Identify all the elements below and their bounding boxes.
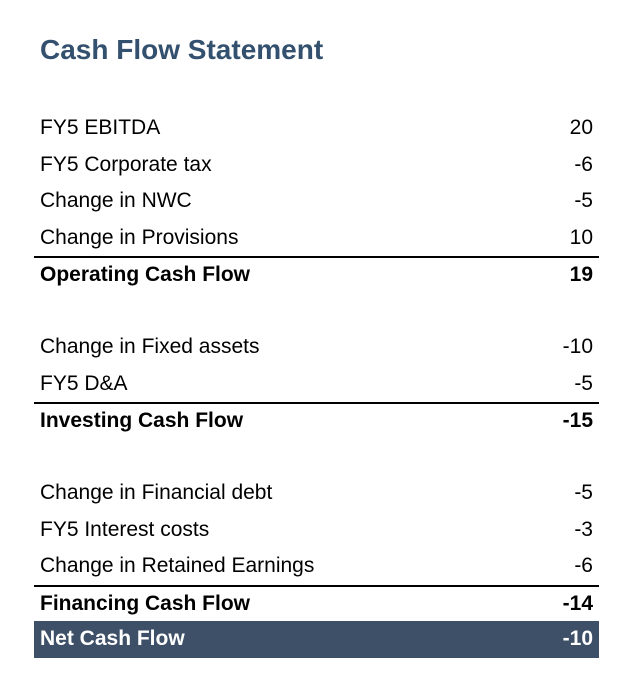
- line-item-value: -6: [574, 152, 593, 176]
- financing-cash-flow-total: Financing Cash Flow -14: [34, 584, 599, 622]
- line-item-label: Change in NWC: [40, 189, 192, 213]
- total-label: Investing Cash Flow: [40, 409, 244, 433]
- line-item: Change in Fixed assets -10: [34, 329, 599, 366]
- line-item-label: Change in Fixed assets: [40, 335, 260, 359]
- line-item-label: FY5 EBITDA: [40, 116, 161, 140]
- line-item-value: -10: [562, 335, 593, 359]
- line-item-label: Change in Provisions: [40, 225, 239, 249]
- net-cash-flow-row: Net Cash Flow -10: [34, 621, 599, 658]
- section-spacer: [34, 293, 599, 330]
- line-item-value: 10: [569, 225, 593, 249]
- line-item: FY5 EBITDA 20: [34, 110, 599, 147]
- total-value: 19: [569, 263, 593, 287]
- line-item-label: Change in Financial debt: [40, 481, 273, 505]
- total-value: -14: [562, 591, 593, 615]
- line-item: FY5 Corporate tax -6: [34, 147, 599, 184]
- line-item: Change in NWC -5: [34, 183, 599, 220]
- net-cash-flow-value: -10: [562, 627, 593, 651]
- line-item-value: -3: [574, 517, 593, 541]
- line-item-label: FY5 Interest costs: [40, 517, 210, 541]
- line-item-value: -5: [574, 189, 593, 213]
- page-title: Cash Flow Statement: [40, 34, 324, 65]
- investing-cash-flow-total: Investing Cash Flow -15: [34, 402, 599, 439]
- section-spacer: [34, 439, 599, 476]
- cash-flow-table: FY5 EBITDA 20 FY5 Corporate tax -6 Chang…: [34, 110, 599, 658]
- line-item: Change in Financial debt -5: [34, 475, 599, 512]
- line-item-value: 20: [569, 116, 593, 140]
- net-cash-flow-label: Net Cash Flow: [40, 627, 185, 651]
- line-item-label: FY5 Corporate tax: [40, 152, 212, 176]
- line-item-value: -6: [574, 554, 593, 578]
- line-item: Change in Retained Earnings -6: [34, 548, 599, 585]
- line-item: FY5 Interest costs -3: [34, 512, 599, 549]
- line-item: FY5 D&A -5: [34, 366, 599, 403]
- line-item-value: -5: [574, 481, 593, 505]
- total-label: Financing Cash Flow: [40, 591, 251, 615]
- total-value: -15: [562, 409, 593, 433]
- line-item-label: Change in Retained Earnings: [40, 554, 315, 578]
- line-item-value: -5: [574, 371, 593, 395]
- line-item-label: FY5 D&A: [40, 371, 128, 395]
- operating-cash-flow-total: Operating Cash Flow 19: [34, 256, 599, 293]
- total-label: Operating Cash Flow: [40, 263, 251, 287]
- line-item: Change in Provisions 10: [34, 220, 599, 257]
